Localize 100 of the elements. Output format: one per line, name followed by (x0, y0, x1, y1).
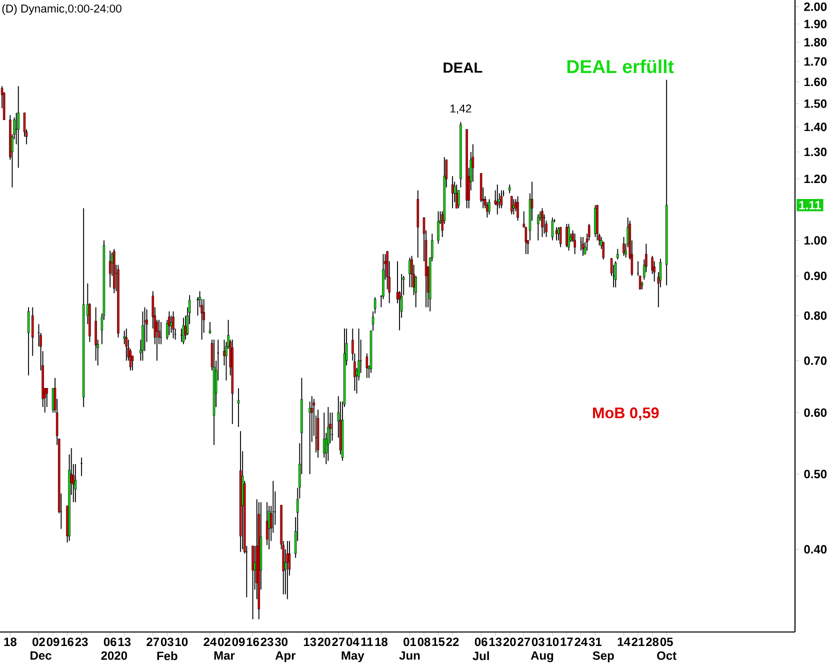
candlestick (327, 406, 330, 462)
candlestick (574, 233, 576, 255)
x-tick-label: 24 (574, 638, 588, 646)
y-tick-label: 1.70 (804, 57, 827, 66)
x-tick-label: 31 (588, 638, 602, 646)
annotation: 1.11 (799, 201, 821, 210)
annotation: MoB 0,59 (593, 407, 659, 420)
x-tick-label: 23 (75, 638, 88, 646)
candlestick (496, 184, 498, 215)
x-tick-label: 18 (375, 638, 388, 646)
x-tick-label: 10 (546, 638, 559, 646)
x2-tick-label: May (342, 651, 364, 662)
x2-tick-label: Jul (472, 651, 489, 660)
y-tick-label: 0.60 (804, 408, 827, 417)
x-tick-label: 13 (118, 638, 131, 646)
candlestick (614, 260, 617, 288)
candlestick (366, 353, 368, 378)
x2-tick-label: 2020 (101, 651, 128, 660)
candlestick (32, 306, 34, 356)
x-tick-label: 13 (489, 638, 502, 646)
annotation: DEAL (444, 62, 482, 73)
candlestick (108, 250, 112, 288)
x-tick-label: 21 (632, 638, 644, 646)
candlestick (555, 226, 558, 241)
candlestick (80, 457, 83, 477)
candlestick (524, 226, 528, 255)
candlestick (94, 306, 97, 362)
candlestick (541, 208, 544, 238)
x2-tick-label: Mar (214, 651, 235, 660)
x-tick-label: 09 (232, 638, 245, 646)
candlestick (451, 176, 454, 209)
x2-tick-label: Jun (399, 651, 420, 660)
x2-tick-label: Aug (530, 651, 554, 662)
candlestick (268, 505, 270, 550)
x-tick-label: 27 (518, 638, 530, 646)
y-tick-label: 1.30 (804, 148, 827, 156)
y-tick-label: 2.00 (804, 2, 827, 11)
candlestick (27, 306, 30, 376)
y-tick-label: 1.00 (804, 236, 827, 245)
x-tick-label: 02 (218, 638, 230, 646)
candlestick (512, 198, 515, 215)
x2-tick-label: Sep (592, 651, 614, 662)
candlestick (168, 310, 170, 336)
candlestick (559, 226, 562, 248)
x2-tick-label: Dec (30, 651, 52, 660)
x-tick-label: 04 (346, 638, 360, 646)
y-tick-label: 1.40 (804, 122, 827, 132)
x-tick-label: 27 (146, 638, 160, 646)
x-tick-label: 02 (32, 638, 45, 646)
y-tick-label: 1.60 (804, 78, 827, 86)
x-tick-label: 14 (618, 638, 630, 646)
candlestick (488, 198, 490, 215)
x-tick-label: 27 (332, 638, 345, 646)
annotation: 1,42 (450, 104, 472, 114)
x-tick-label: 05 (660, 638, 673, 646)
candlestick (237, 388, 240, 428)
x2-tick-label: Apr (275, 651, 296, 662)
x-tick-label: 13 (304, 638, 316, 646)
candlestick (208, 322, 212, 334)
candlestick (566, 223, 568, 248)
x-tick-label: 06 (104, 638, 116, 646)
y-tick-label: 0.70 (804, 356, 827, 365)
candlestick (408, 257, 411, 288)
x-tick-label: 11 (361, 638, 373, 646)
x2-tick-label: Oct (657, 651, 676, 660)
x-tick-label: 16 (61, 638, 74, 646)
candlestick (172, 310, 174, 339)
x-tick-label: 28 (646, 638, 659, 646)
candlestick (537, 214, 540, 241)
x-tick-label: 23 (260, 638, 274, 646)
y-tick-label: 1.90 (804, 20, 827, 28)
x-tick-label: 15 (432, 638, 445, 646)
y-tick-label: 0.50 (804, 470, 827, 478)
x-tick-label: 22 (446, 638, 459, 646)
x-tick-label: 18 (4, 638, 17, 646)
x-tick-label: 03 (160, 638, 174, 646)
candlestick (557, 226, 560, 241)
y-tick-label: 0.40 (804, 545, 827, 554)
x-tick-label: 16 (246, 638, 259, 646)
y-tick-label: 1.50 (804, 99, 827, 108)
annotation: DEAL erfüllt (567, 60, 674, 74)
y-tick-label: 1.20 (804, 174, 827, 184)
candlestick (510, 196, 513, 215)
x-tick-label: 30 (274, 638, 288, 646)
x-tick-label: 20 (318, 638, 330, 646)
x-tick-label: 10 (176, 638, 188, 646)
candlestick (551, 217, 554, 241)
x-tick-label: 08 (418, 638, 430, 646)
x-tick-label: 01 (404, 638, 416, 646)
candlestick (616, 248, 619, 260)
x-tick-label: 20 (503, 638, 516, 646)
x-tick-label: 06 (474, 638, 488, 646)
x-tick-label: 24 (204, 638, 217, 646)
candlestick (286, 540, 289, 600)
candlestick (74, 464, 77, 503)
candlestick (266, 502, 268, 546)
candlestick (17, 86, 20, 168)
x-tick-label: 09 (46, 638, 60, 646)
candlestick (568, 223, 570, 252)
candlestick (516, 196, 519, 222)
